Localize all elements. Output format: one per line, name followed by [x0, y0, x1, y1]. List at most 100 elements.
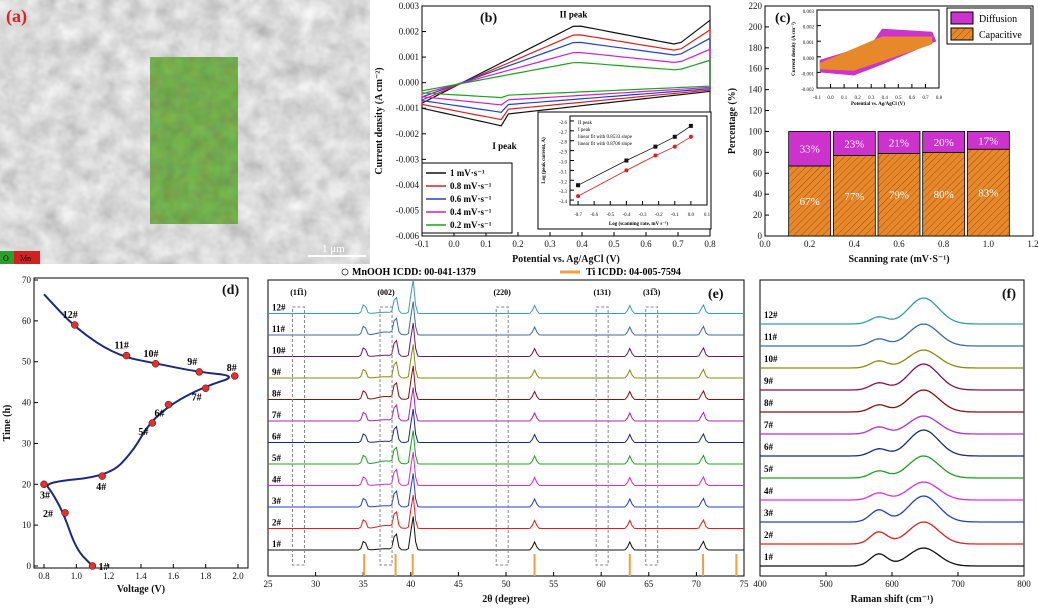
e-series-7 — [268, 365, 744, 400]
undefined-ytick-label-4: 80 — [753, 147, 763, 157]
b-xtick-label-4: 0.3 — [544, 239, 556, 249]
c-label-diffusion-3: 20% — [934, 137, 954, 149]
e-xtick-label-4: 45 — [454, 579, 464, 589]
f-series-6 — [760, 415, 1024, 435]
c-panel-label: (c) — [775, 11, 791, 26]
e-xtick-label-2: 35 — [359, 579, 369, 589]
f-series-11 — [760, 297, 1024, 325]
undefined-ytick-label-3: 30 — [22, 438, 32, 448]
c-legend-capacitive-swatch — [950, 27, 974, 41]
e-peak-box-1 — [379, 306, 393, 566]
undefined-ytick-label-7: 70 — [22, 275, 32, 285]
f-xtick-label-4: 800 — [1017, 579, 1031, 589]
d-point-10 — [122, 351, 131, 360]
b-xtick-label-0: -0.1 — [415, 239, 429, 249]
e-sample-label-11: 12# — [272, 303, 286, 313]
e-sample-label-4: 5# — [272, 453, 282, 463]
f-series-1 — [760, 521, 1024, 545]
b-ytick-label-8: 0.002 — [399, 27, 419, 37]
e-peak-box-3 — [595, 306, 609, 566]
b-inset-ytick-label-8: -3.4 — [559, 200, 567, 205]
f-sample-label-9: 10# — [764, 354, 778, 364]
undefined-ytick-label-6: 60 — [22, 316, 32, 326]
legend-mn-swatch — [14, 251, 40, 264]
b-ytick-label-3: -0.003 — [396, 154, 420, 164]
d-point-1 — [61, 509, 69, 517]
b-inset-ytick-label-7: -3.3 — [559, 190, 567, 195]
b-annotation-1: I peak — [492, 141, 516, 151]
b-inset-point-1-0 — [576, 194, 581, 199]
f-sample-label-10: 11# — [764, 332, 778, 342]
d-point-0 — [88, 562, 97, 570]
d-point-5 — [164, 400, 173, 409]
c-label-capacitive-3: 80% — [934, 189, 954, 201]
f-series-8 — [760, 363, 1024, 391]
b-ytick-label-5: -0.001 — [396, 103, 419, 113]
c-label-diffusion-1: 23% — [844, 138, 864, 150]
d-frame — [33, 277, 249, 569]
e-sample-label-3: 4# — [272, 475, 282, 485]
c-inset-xtick-label-8: 0.7 — [922, 96, 929, 101]
c-inset-xtick-label-5: 0.4 — [882, 96, 889, 101]
d-ylabel: Time (h) — [2, 405, 13, 442]
d-point-9 — [151, 360, 160, 368]
e-sample-label-1: 2# — [272, 518, 282, 528]
e-series-6 — [268, 387, 744, 422]
undefined-ytick-label-1: 20 — [753, 210, 763, 220]
b-annotation-0: II peak — [560, 9, 588, 19]
d-point-label-6: 7# — [192, 392, 202, 403]
d-point-11 — [70, 321, 79, 329]
e-series-2 — [268, 473, 744, 508]
c-inset-frame — [816, 9, 940, 89]
d-point-label-4: 5# — [138, 427, 148, 438]
c-label-capacitive-0: 67% — [800, 196, 820, 208]
b-inset-ytick-label-4: -3.0 — [559, 161, 567, 166]
undefined-ytick-label-11: 220 — [749, 1, 763, 11]
b-series-1 — [421, 28, 711, 121]
b-ytick-label-6: 0.000 — [399, 78, 420, 88]
c-inset-xlabel: Potential vs. Ag/AgCl (V) — [851, 102, 905, 107]
c-inset-xtick-label-9: 0.8 — [936, 96, 943, 101]
c-xtick-label-6: 1.2 — [1027, 239, 1038, 249]
e-series-10 — [268, 301, 744, 336]
b-xtick-label-6: 0.5 — [608, 239, 620, 249]
b-inset-xtick-label-5: -0.2 — [655, 213, 663, 218]
undefined-ytick-label-5: 50 — [22, 357, 32, 367]
c-xtick-label-5: 1.0 — [983, 239, 995, 249]
panel-b: -0.1 0.0 0.1 0.2 0.3 0.4 0.5 0.6 0.7 0.8 -0.006 -0.… — [370, 0, 725, 268]
e-sample-label-5: 6# — [272, 432, 282, 442]
c-inset-capacitive-area — [819, 36, 933, 71]
d-xtick-label-0: 0.8 — [38, 571, 50, 581]
e-sample-label-8: 9# — [272, 367, 282, 377]
c-bar-diffusion-1 — [832, 131, 876, 156]
f-series-10 — [760, 323, 1024, 347]
e-sample-label-6: 7# — [272, 410, 282, 420]
e-legend-mnooh-marker — [341, 268, 349, 276]
e-series-5 — [268, 408, 744, 443]
e-xlabel: 2θ (degree) — [482, 594, 530, 605]
b-inset-point-1-3 — [672, 144, 677, 149]
d-point-label-7: 8# — [227, 363, 237, 374]
b-inset-ytick-label-1: -2.7 — [559, 131, 567, 136]
d-xtick-label-3: 1.4 — [135, 571, 147, 581]
b-xtick-label-5: 0.4 — [576, 239, 588, 249]
b-xtick-label-8: 0.7 — [672, 239, 684, 249]
b-series-3 — [421, 48, 711, 106]
c-bar-diffusion-4 — [966, 131, 1010, 150]
b-series-2 — [421, 37, 711, 113]
b-ytick-label-9: 0.003 — [399, 1, 420, 11]
e-xtick-label-6: 55 — [549, 579, 559, 589]
b-legend-label-3: 0.4 mV·s⁻¹ — [450, 207, 492, 217]
undefined-ytick-label-0: 0 — [27, 561, 32, 571]
f-series-7 — [760, 389, 1024, 413]
c-inset-xtick-label-4: 0.3 — [868, 96, 875, 101]
b-ytick-label-0: -0.006 — [396, 231, 420, 241]
b-inset-ylabel: Log (peak current, A) — [542, 137, 547, 184]
b-xlabel: Potential vs. Ag/AgCl (V) — [512, 254, 620, 265]
c-label-capacitive-4: 83% — [978, 188, 998, 200]
b-inset-ytick-label-5: -3.1 — [559, 170, 567, 175]
b-panel-label: (b) — [480, 11, 497, 26]
e-peak-box-2 — [495, 306, 509, 566]
chart-d: 0.8 1.0 1.2 1.4 1.6 1.8 2.0 0 10 20 30 40 50 60 70 Volt… — [2, 275, 249, 595]
b-legend-label-2: 0.6 mV·s⁻¹ — [450, 194, 492, 204]
